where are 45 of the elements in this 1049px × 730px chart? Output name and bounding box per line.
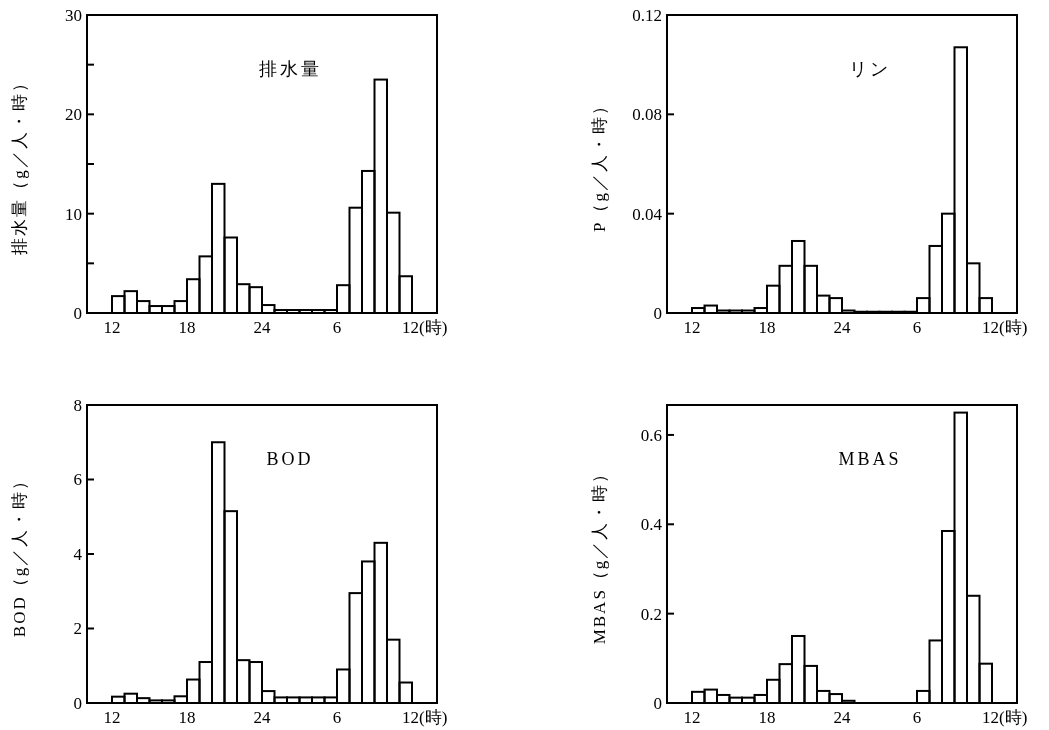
text: MBAS bbox=[838, 448, 902, 469]
text: 排水量 bbox=[258, 58, 322, 79]
x-tick-label: 24 bbox=[833, 708, 851, 727]
x-tick-label: 24 bbox=[253, 708, 271, 727]
x-tick-label: 24 bbox=[253, 318, 271, 337]
y-tick-label: 10 bbox=[65, 204, 82, 224]
y-tick-label: 0 bbox=[653, 693, 662, 713]
x-tick-label: 12 bbox=[103, 318, 121, 337]
x-tick-label: 18 bbox=[758, 708, 776, 727]
text: BOD bbox=[266, 448, 314, 469]
y-axis-title: P（g／人・時） bbox=[590, 96, 609, 232]
x-tick-label: 6 bbox=[912, 708, 922, 727]
x-tick-label: 6 bbox=[912, 318, 922, 337]
y-tick-label: 0.6 bbox=[640, 425, 662, 445]
y-tick-label: 6 bbox=[73, 470, 82, 490]
x-tick-label: 18 bbox=[758, 318, 776, 337]
y-tick-label: 0.2 bbox=[640, 604, 662, 624]
x-tick-label: 12(時) bbox=[982, 708, 1028, 727]
y-tick-label: 0.4 bbox=[640, 515, 663, 535]
x-tick-label: 12 bbox=[683, 318, 701, 337]
y-axis-title: MBAS（g／人・時） bbox=[590, 463, 609, 645]
y-tick-label: 8 bbox=[73, 395, 82, 415]
y-tick-label: 0 bbox=[653, 303, 662, 323]
y-tick-label: 0.08 bbox=[632, 105, 662, 125]
y-tick-label: 0 bbox=[73, 303, 82, 323]
y-tick-label: 0.04 bbox=[632, 204, 663, 224]
text: リン bbox=[849, 58, 891, 79]
x-tick-label: 6 bbox=[332, 708, 342, 727]
y-axis-title: BOD（g／人・時） bbox=[10, 470, 29, 638]
y-tick-label: 0 bbox=[73, 693, 82, 713]
y-axis-title: 排水量（g／人・時） bbox=[10, 73, 29, 255]
x-tick-label: 12(時) bbox=[982, 318, 1028, 337]
x-tick-label: 12 bbox=[103, 708, 121, 727]
x-tick-label: 18 bbox=[178, 318, 196, 337]
x-tick-label: 6 bbox=[332, 318, 342, 337]
x-tick-label: 12(時) bbox=[402, 318, 448, 337]
x-tick-label: 12 bbox=[683, 708, 701, 727]
y-tick-label: 20 bbox=[65, 105, 82, 125]
x-tick-label: 24 bbox=[833, 318, 851, 337]
y-tick-label: 0.12 bbox=[632, 5, 662, 25]
y-tick-label: 2 bbox=[73, 619, 82, 639]
x-tick-label: 18 bbox=[178, 708, 196, 727]
x-tick-label: 12(時) bbox=[402, 708, 448, 727]
y-tick-label: 4 bbox=[73, 544, 83, 564]
y-tick-label: 30 bbox=[65, 5, 82, 25]
